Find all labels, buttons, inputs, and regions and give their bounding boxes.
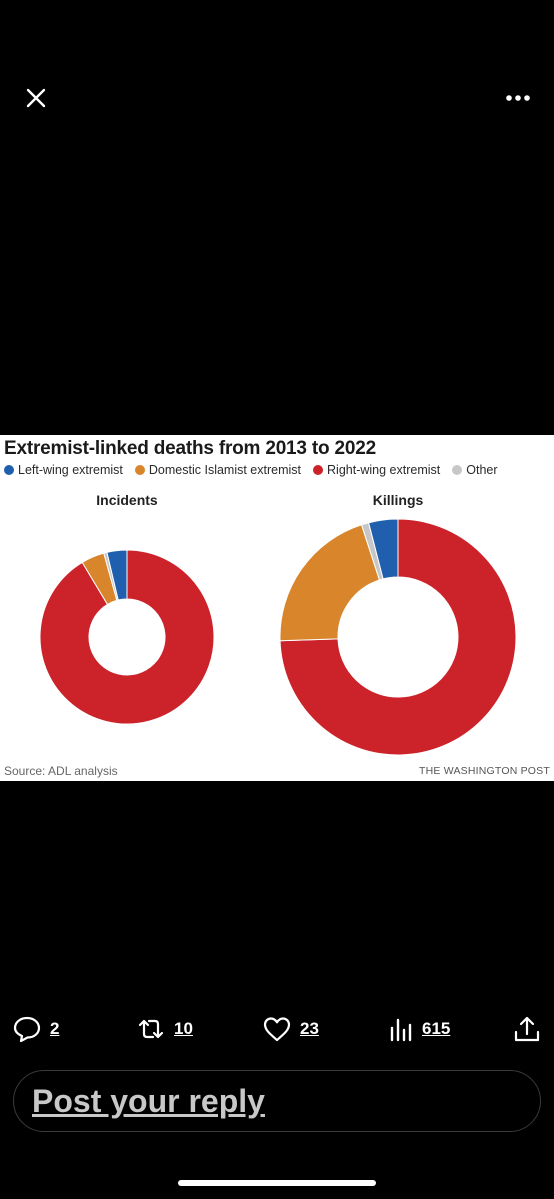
- donut-charts: [39, 518, 517, 756]
- legend-item-other: Other: [452, 463, 498, 477]
- repost-button[interactable]: 10: [136, 1012, 193, 1046]
- repost-count: 10: [174, 1019, 193, 1038]
- views-button[interactable]: 615: [388, 1012, 450, 1046]
- incidents-slice-left-wing: [106, 549, 128, 601]
- close-icon: [26, 88, 46, 108]
- legend-label: Other: [466, 463, 498, 477]
- legend-item-islamist: Domestic Islamist extremist: [134, 463, 302, 477]
- legend-label: Left-wing extremist: [18, 463, 123, 477]
- legend-label: Right-wing extremist: [327, 463, 441, 477]
- incidents-chart-title: Incidents: [96, 492, 158, 508]
- like-count: 23: [300, 1019, 319, 1038]
- chart-source: Source: ADL analysis: [4, 764, 118, 778]
- more-horizontal-icon: [506, 95, 530, 101]
- legend-swatch-islamist: [134, 465, 145, 475]
- close-button[interactable]: [22, 84, 50, 112]
- home-indicator: [178, 1180, 376, 1186]
- legend-item-left-wing: Left-wing extremist: [4, 463, 123, 477]
- killings-slice-islamist: [279, 524, 381, 642]
- share-button[interactable]: [512, 1012, 542, 1046]
- chart-publisher: THE WASHINGTON POST: [419, 765, 550, 777]
- legend-item-right-wing: Right-wing extremist: [313, 463, 440, 477]
- reply-icon: [13, 1016, 41, 1043]
- reply-count: 2: [50, 1019, 60, 1038]
- legend-swatch-right-wing: [313, 465, 324, 475]
- incidents-slice-right-wing: [39, 549, 215, 725]
- killings-chart-title: Killings: [372, 492, 424, 508]
- views-icon: [390, 1018, 412, 1042]
- legend-swatch-other: [452, 465, 463, 475]
- legend-label: Domestic Islamist extremist: [148, 463, 302, 477]
- reply-button[interactable]: 2: [12, 1012, 59, 1046]
- killings-slice-right-wing: [279, 518, 517, 756]
- post-actions-bar: 2 10 23 615: [0, 1012, 554, 1046]
- reply-placeholder: Post your reply: [32, 1083, 265, 1119]
- chart-title: Extremist-linked deaths from 2013 to 202…: [4, 438, 376, 459]
- views-count: 615: [422, 1019, 451, 1038]
- share-icon: [514, 1016, 540, 1042]
- like-button[interactable]: 23: [262, 1012, 319, 1046]
- repost-icon: [138, 1019, 164, 1039]
- more-options-button[interactable]: [502, 84, 534, 112]
- post-image[interactable]: Extremist-linked deaths from 2013 to 202…: [0, 435, 554, 781]
- legend-swatch-left-wing: [4, 465, 14, 475]
- killings-slice-left-wing: [368, 518, 399, 580]
- reply-input[interactable]: Post your reply: [13, 1070, 541, 1132]
- heart-icon: [263, 1017, 291, 1042]
- chart-legend: Left-wing extremist Domestic Islamist ex…: [4, 463, 498, 477]
